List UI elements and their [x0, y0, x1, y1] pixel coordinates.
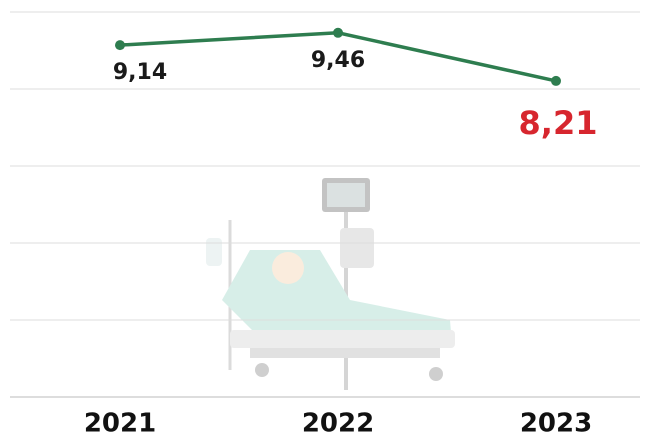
point [333, 27, 343, 38]
x-tick-label: 2022 [302, 409, 374, 434]
x-tick-label: 2023 [520, 409, 592, 434]
x-tick-label: 2021 [84, 409, 156, 434]
value-label: 9,46 [311, 48, 365, 73]
point [115, 40, 125, 51]
point [551, 75, 561, 86]
value-label: 9,14 [113, 60, 167, 85]
value-label: 8,21 [519, 104, 598, 142]
hospital-bed-illustration [206, 178, 455, 390]
